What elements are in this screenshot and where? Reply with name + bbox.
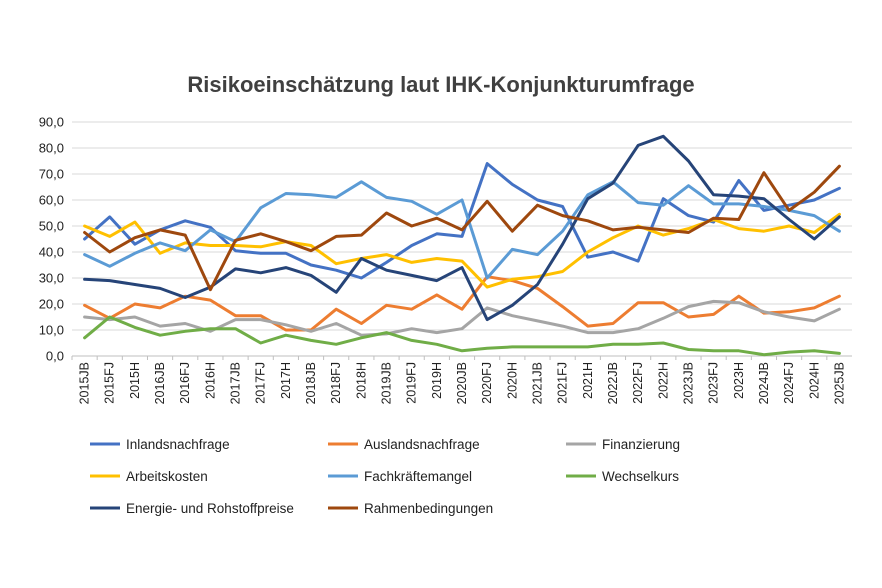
- x-tick-label: 2025JB: [832, 362, 846, 404]
- x-tick-label: 2020H: [505, 362, 519, 399]
- legend-label: Finanzierung: [602, 437, 680, 452]
- legend-label: Fachkräftemangel: [364, 469, 472, 484]
- x-tick-label: 2024H: [807, 362, 821, 399]
- series-line-inlandsnachfrage: [83, 162, 841, 280]
- x-tick-label: 2017H: [279, 362, 293, 399]
- x-tick-label: 2020FJ: [480, 362, 494, 404]
- legend-label: Arbeitskosten: [126, 469, 208, 484]
- chart-title: Risikoeinschätzung laut IHK-Konjunkturum…: [187, 72, 694, 97]
- x-tick-label: 2022H: [656, 362, 670, 399]
- y-tick-label: 30,0: [39, 271, 64, 286]
- x-tick-label: 2016FJ: [178, 362, 192, 404]
- gridlines: [72, 121, 852, 357]
- series-line-fachkräftemangel: [83, 180, 841, 280]
- legend-label: Wechselkurs: [602, 469, 679, 484]
- x-tick-label: 2015FJ: [103, 362, 117, 404]
- x-tick-label: 2023JB: [681, 362, 695, 404]
- y-tick-label: 0,0: [46, 349, 64, 364]
- x-tick-label: 2024JB: [757, 362, 771, 404]
- y-tick-label: 60,0: [39, 193, 64, 208]
- series-line-rahmenbedingungen: [83, 164, 841, 292]
- x-tick-label: 2018JB: [304, 362, 318, 404]
- x-tick-label: 2016JB: [153, 362, 167, 404]
- x-tick-label: 2015JB: [78, 362, 92, 404]
- legend-label: Rahmenbedingungen: [364, 501, 493, 516]
- series-line-wechselkurs: [83, 315, 841, 357]
- x-tick-label: 2019JB: [380, 362, 394, 404]
- axes: 0,0 10,0 20,0 30,0 40,0 50,0 60,0 70,0 80,0 90,0 2…: [39, 115, 852, 404]
- legend-label: Auslandsnachfrage: [364, 437, 480, 452]
- y-tick-label: 70,0: [39, 167, 64, 182]
- x-tick-label: 2015H: [128, 362, 142, 399]
- x-tick-label: 2018H: [354, 362, 368, 399]
- x-tick-label: 2022JB: [606, 362, 620, 404]
- x-tick-label: 2018FJ: [329, 362, 343, 404]
- legend-label: Energie- und Rohstoffpreise: [126, 501, 294, 516]
- legend: Inlandsnachfrage Auslandsnachfrage Finanzi…: [90, 437, 680, 516]
- y-tick-label: 50,0: [39, 219, 64, 234]
- x-tick-label: 2017JB: [229, 362, 243, 404]
- series-line-finanzierung: [83, 299, 841, 337]
- legend-label: Inlandsnachfrage: [126, 437, 230, 452]
- x-tick-label: 2024FJ: [782, 362, 796, 404]
- series-line-auslandsnachfrage: [83, 275, 841, 332]
- y-tick-label: 80,0: [39, 141, 64, 156]
- series-lines: [83, 134, 841, 357]
- x-tick-label: 2019H: [430, 362, 444, 399]
- x-tick-label: 2023FJ: [707, 362, 721, 404]
- y-tick-label: 10,0: [39, 323, 64, 338]
- x-tick-label: 2021H: [581, 362, 595, 399]
- x-tick-label: 2016H: [203, 362, 217, 399]
- x-tick-label: 2020JB: [455, 362, 469, 404]
- x-tick-label: 2019FJ: [405, 362, 419, 404]
- x-tick-label: 2022FJ: [631, 362, 645, 404]
- x-tick-label: 2021JB: [530, 362, 544, 404]
- y-tick-label: 40,0: [39, 245, 64, 260]
- x-tick-label: 2023H: [732, 362, 746, 399]
- y-tick-label: 90,0: [39, 115, 64, 130]
- x-tick-label: 2017FJ: [254, 362, 268, 404]
- x-tick-label: 2021FJ: [556, 362, 570, 404]
- y-tick-label: 20,0: [39, 297, 64, 312]
